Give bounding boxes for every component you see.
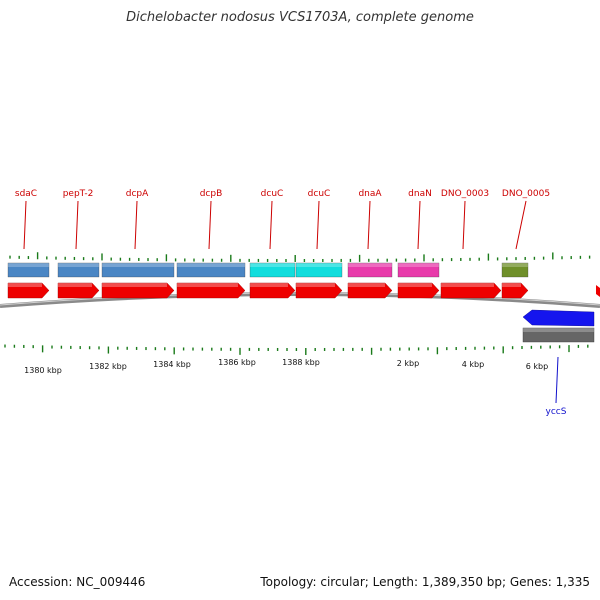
feature-highlight [296,263,342,267]
gene-leader-line [316,200,320,250]
cds-arrow-highlight [250,283,288,287]
gene-label: pepT-2 [63,189,94,199]
cds-arrow-highlight [177,283,238,287]
feature-highlight [102,263,174,267]
scale-label: 6 kbp [526,362,548,371]
cds-arrow [295,282,343,299]
page-title: Dichelobacter nodosus VCS1703A, complete… [126,10,474,25]
cds-arrow [347,282,393,299]
reverse-track [522,309,595,343]
cds-arrow [7,282,50,299]
gene-label: dcuC [261,189,284,199]
cds-arrow-highlight [502,283,521,287]
feature-box [397,262,440,278]
cds-arrow [249,282,296,299]
gene-label: sdaC [15,189,37,199]
gene-label: DNO_0005 [502,189,550,199]
cds-arrow-highlight [58,283,92,287]
cds-arrow-highlight [102,283,167,287]
bottom-tick-track [4,344,589,355]
gene-leader-line [417,200,421,250]
feature-track [7,262,529,278]
feature-box [249,262,296,278]
feature-box [295,262,343,278]
feature-highlight [58,263,99,267]
cds-arrow-highlight [348,283,385,287]
cds-arrow-highlight [398,283,432,287]
feature-box [501,262,529,278]
feature-highlight [8,263,49,267]
gene-label: DNO_0003 [441,189,489,199]
scale-label: 1386 kbp [218,358,256,367]
gene-leader-line [367,200,371,250]
gene-label: yccS [546,407,567,417]
gene-label: dnaN [408,189,432,199]
gene-leader-line [134,200,138,250]
cds-arrow [57,282,100,299]
reverse-feature-box [522,327,595,343]
cds-arrow [440,282,502,299]
scale-label: 1382 kbp [89,362,127,371]
feature-highlight [177,263,245,267]
feature-box [57,262,100,278]
gene-label: dcpA [126,189,149,199]
cds-arrow-highlight [8,283,42,287]
genome-info-text: Topology: circular; Length: 1,389,350 bp… [260,575,590,589]
accession-text: Accession: NC_009446 [9,575,146,589]
feature-box [7,262,50,278]
gene-label: dcpB [200,189,223,199]
gene-label: dnaA [358,189,382,199]
feature-highlight [398,263,439,267]
gene-leader-line [75,200,79,250]
scale-labels: 1380 kbp 1382 kbp 1384 kbp 1386 kbp 1388 kbp… [24,358,548,375]
cds-arrow-highlight [296,283,335,287]
feature-box [101,262,175,278]
top-tick-track [9,252,591,262]
gene-labels: sdaC pepT-2 dcpA dcpB dcuC dcuC dnaA dnaN DNO_00… [15,189,567,417]
gene-label: dcuC [308,189,331,199]
scale-label: 4 kbp [462,360,484,369]
gene-leader-line [515,200,527,250]
scale-label: 2 kbp [397,359,419,368]
scale-label: 1380 kbp [24,366,62,375]
scale-label: 1384 kbp [153,360,191,369]
feature-box [347,262,393,278]
cds-arrow [176,282,246,299]
gene-leader-line [555,356,559,404]
feature-highlight [348,263,392,267]
cds-arrow [596,285,600,297]
feature-box [176,262,246,278]
scale-label: 1388 kbp [282,358,320,367]
cds-track [7,282,600,299]
gene-leader-line [462,200,466,250]
cds-arrow [501,282,529,299]
cds-arrow-highlight [441,283,494,287]
cds-arrow [101,282,175,299]
feature-highlight [250,263,295,267]
gene-leader-line [208,200,212,250]
reverse-feature-highlight [523,328,594,332]
feature-highlight [502,263,528,267]
gene-leader-line [23,200,27,250]
cds-arrow [397,282,440,299]
gene-leader-line [269,200,273,250]
reverse-cds-arrow [522,309,595,327]
